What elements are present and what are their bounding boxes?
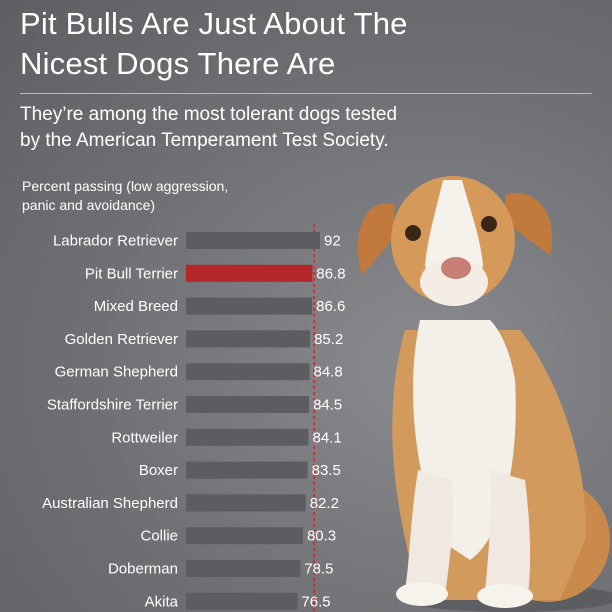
category-label: Golden Retriever bbox=[65, 331, 178, 348]
bar bbox=[186, 494, 306, 512]
bar bbox=[186, 330, 311, 348]
puppy-right-paw bbox=[477, 584, 533, 608]
bar bbox=[186, 428, 309, 446]
value-label: 84.5 bbox=[313, 397, 342, 414]
value-label: 83.5 bbox=[312, 462, 341, 479]
bar bbox=[186, 592, 298, 610]
value-label: 84.1 bbox=[312, 429, 341, 446]
value-label: 78.5 bbox=[304, 561, 333, 578]
puppy-right-leg bbox=[485, 470, 531, 596]
bar bbox=[186, 461, 308, 479]
value-label: 76.5 bbox=[301, 593, 330, 610]
infographic-subtitle: They’re among the most tolerant dogs tes… bbox=[20, 104, 398, 151]
value-label: 82.2 bbox=[310, 495, 339, 512]
title-divider bbox=[20, 93, 592, 94]
category-label: Boxer bbox=[139, 462, 178, 479]
puppy-right-eye bbox=[481, 216, 497, 232]
infographic-title: Pit Bulls Are Just About The Nicest Dogs… bbox=[20, 6, 408, 81]
value-label: 86.6 bbox=[316, 298, 345, 315]
category-label: Doberman bbox=[108, 561, 178, 578]
value-label: 86.8 bbox=[316, 265, 345, 282]
category-label: Australian Shepherd bbox=[42, 495, 178, 512]
bar bbox=[186, 396, 310, 413]
puppy-right-ear bbox=[505, 193, 553, 255]
category-label: Pit Bull Terrier bbox=[85, 265, 178, 282]
highlighted-bar bbox=[186, 264, 313, 282]
value-label: 84.8 bbox=[314, 364, 343, 381]
value-label: 92 bbox=[324, 233, 341, 250]
category-label: Staffordshire Terrier bbox=[47, 397, 178, 414]
bar bbox=[186, 527, 303, 545]
puppy-left-ear bbox=[357, 203, 395, 275]
category-label: Labrador Retriever bbox=[53, 233, 178, 250]
category-label: Mixed Breed bbox=[94, 298, 178, 315]
puppy-left-leg bbox=[405, 470, 453, 595]
puppy-left-paw bbox=[396, 582, 448, 606]
bar bbox=[186, 232, 320, 249]
chart-axis-label: Percent passing (low aggression, panic a… bbox=[22, 178, 229, 213]
puppy-left-eye bbox=[405, 225, 421, 241]
puppy-muzzle bbox=[420, 258, 488, 306]
puppy-nose bbox=[441, 257, 471, 279]
category-label: Rottweiler bbox=[111, 429, 178, 446]
category-label: German Shepherd bbox=[55, 364, 178, 381]
value-label: 80.3 bbox=[307, 528, 336, 545]
category-label: Akita bbox=[145, 593, 179, 610]
value-label: 85.2 bbox=[314, 331, 343, 348]
category-label: Collie bbox=[140, 528, 178, 545]
bar bbox=[186, 560, 301, 577]
bar bbox=[186, 297, 313, 315]
bar bbox=[186, 363, 310, 381]
